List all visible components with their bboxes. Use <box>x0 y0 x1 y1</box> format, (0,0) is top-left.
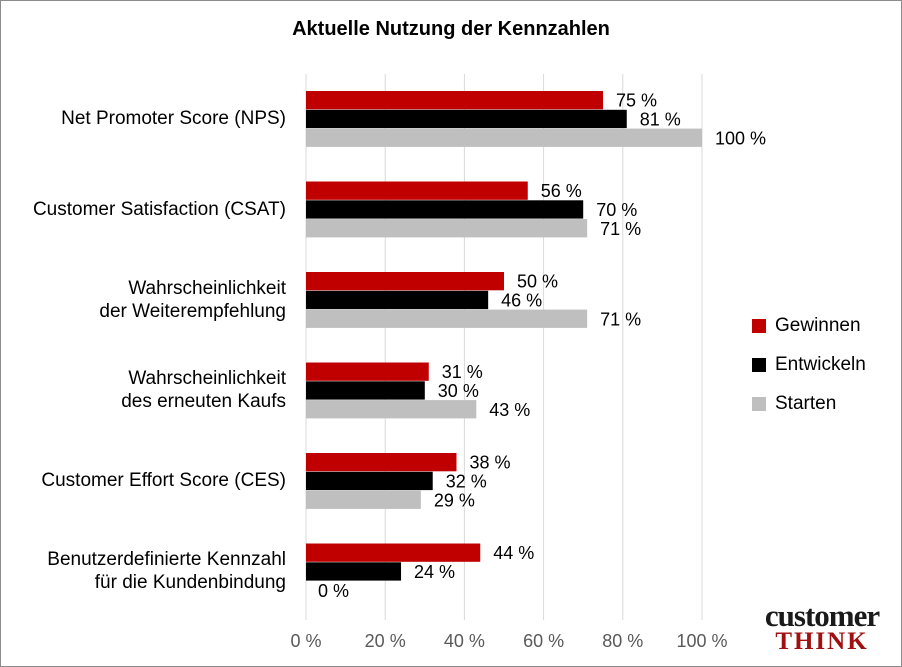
x-tick-label: 80 % <box>602 631 643 651</box>
bar <box>306 290 489 310</box>
x-tick-label: 40 % <box>444 631 485 651</box>
category-label-line: Customer Effort Score (CES) <box>41 470 286 492</box>
bar <box>306 109 627 129</box>
chart-title: Aktuelle Nutzung der Kennzahlen <box>292 18 610 40</box>
bar <box>306 543 481 562</box>
customer-think-logo: customer THINK <box>760 600 884 654</box>
bar <box>306 362 429 381</box>
legend-item: Entwickeln <box>752 345 866 384</box>
legend-swatch <box>752 357 766 372</box>
data-label: 46 % <box>501 290 542 310</box>
logo-text-bottom: THINK <box>775 628 869 655</box>
category-label-line: der Weiterempfehlung <box>99 300 286 322</box>
data-label: 31 % <box>442 362 483 382</box>
data-label: 24 % <box>414 562 455 582</box>
legend-swatch <box>752 318 766 333</box>
legend: Gewinnen Entwickeln Starten <box>752 306 866 423</box>
data-label: 56 % <box>541 181 582 201</box>
legend-swatch <box>752 396 766 411</box>
category-label-line: Wahrscheinlichkeit <box>128 277 286 299</box>
legend-label: Gewinnen <box>775 314 861 336</box>
bar <box>306 272 504 291</box>
bar <box>306 562 402 581</box>
bar <box>306 381 425 400</box>
data-label: 81 % <box>640 109 681 129</box>
data-label: 32 % <box>446 471 487 491</box>
data-label: 30 % <box>438 381 479 401</box>
category-label: Net Promoter Score (NPS) <box>0 107 286 130</box>
x-tick-label: 60 % <box>523 631 564 651</box>
legend-label: Entwickeln <box>775 353 866 375</box>
category-label-line: Customer Satisfaction (CSAT) <box>32 198 286 220</box>
bar <box>306 453 457 472</box>
logo-text-top: customer <box>764 598 880 633</box>
legend-item: Gewinnen <box>752 306 866 345</box>
bar <box>306 309 588 328</box>
legend-label: Starten <box>775 392 837 414</box>
data-label: 50 % <box>517 272 558 292</box>
data-label: 0 % <box>318 581 349 601</box>
data-label: 75 % <box>616 91 657 111</box>
bar <box>306 181 528 200</box>
bar <box>306 471 433 491</box>
category-label-line: des erneuten Kaufs <box>121 391 286 413</box>
data-label: 38 % <box>469 453 510 473</box>
category-label: Wahrscheinlichkeit der Weiterempfehlung <box>0 277 286 323</box>
data-label: 43 % <box>489 400 530 420</box>
bar <box>306 219 588 238</box>
data-label: 71 % <box>600 309 641 329</box>
x-tick-label: 0 % <box>290 631 321 651</box>
category-label-line: Wahrscheinlichkeit <box>128 368 286 390</box>
bar <box>306 128 702 147</box>
category-label: Customer Effort Score (CES) <box>0 469 286 492</box>
category-label: Wahrscheinlichkeit des erneuten Kaufs <box>0 367 286 413</box>
category-label: Customer Satisfaction (CSAT) <box>0 198 286 221</box>
data-label: 44 % <box>493 543 534 563</box>
category-label-line: Benutzerdefinierte Kennzahl <box>47 549 286 571</box>
legend-item: Starten <box>752 384 866 423</box>
bar <box>306 490 421 509</box>
data-label: 70 % <box>596 200 637 220</box>
data-label: 71 % <box>600 219 641 239</box>
category-label-line: für die Kundenbindung <box>94 572 286 594</box>
bar <box>306 200 584 219</box>
category-label: Benutzerdefinierte Kennzahl für die Kunde… <box>0 548 286 594</box>
category-label-line: Net Promoter Score (NPS) <box>61 108 286 130</box>
x-tick-label: 20 % <box>365 631 406 651</box>
data-label: 29 % <box>434 490 475 510</box>
x-tick-label: 100 % <box>676 631 727 651</box>
data-label: 100 % <box>715 128 766 148</box>
bar <box>306 400 477 419</box>
bar <box>306 91 603 110</box>
